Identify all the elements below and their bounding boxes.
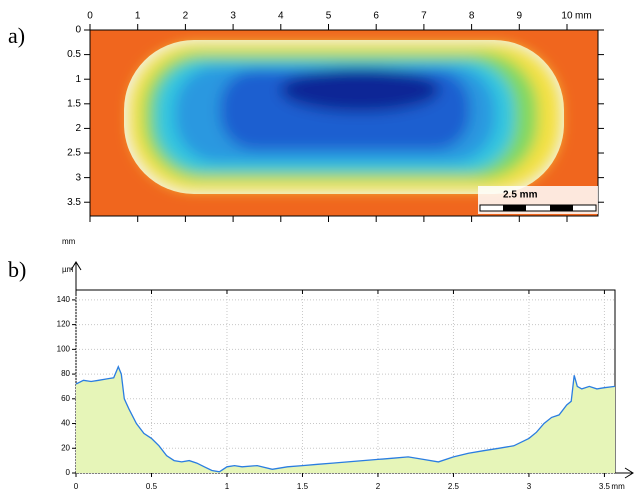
x-tick-label: 9 <box>517 11 523 22</box>
y-tick-label: 3 <box>75 172 81 183</box>
y-tick-label: 60 <box>61 394 70 403</box>
x-unit: mm <box>575 11 592 22</box>
panel-label: b) <box>8 257 26 282</box>
y-tick-label: 2.5 <box>67 148 81 159</box>
x-tick-label: 1 <box>135 11 141 22</box>
y-tick-label: 3.5 <box>67 197 81 208</box>
x-tick-label: 3.5 <box>599 482 611 491</box>
x-tick-label: 0.5 <box>146 482 158 491</box>
x-tick-label: 1 <box>225 482 230 491</box>
y-tick-label: 0.5 <box>67 49 81 60</box>
y-unit: µm <box>62 265 74 274</box>
profile-line <box>75 364 616 473</box>
y-tick-label: 80 <box>61 369 70 378</box>
height-map <box>90 30 598 216</box>
x-tick-label: 7 <box>421 11 427 22</box>
x-tick-label: 10 <box>561 11 573 22</box>
x-tick-label: 2 <box>376 482 381 491</box>
x-tick-label: 8 <box>469 11 475 22</box>
y-tick-label: 120 <box>57 320 71 329</box>
scale-bar-label: 2.5 mm <box>503 190 538 201</box>
y-tick-label: 0 <box>66 468 71 477</box>
x-tick-label: 2 <box>183 11 189 22</box>
panel-label: a) <box>8 23 25 48</box>
y-tick-label: 1.5 <box>67 98 81 109</box>
y-tick-label: 20 <box>61 443 70 452</box>
axis-arrows <box>70 261 634 479</box>
y-tick-label: 0 <box>75 25 81 36</box>
x-tick-label: 0 <box>74 482 79 491</box>
x-tick-label: 2.5 <box>448 482 460 491</box>
y-tick-label: 1 <box>75 74 81 85</box>
scale-bar <box>478 186 598 214</box>
x-tick-label: 6 <box>373 11 379 22</box>
y-tick-label: 40 <box>61 419 70 428</box>
x-tick-label: 0 <box>87 11 93 22</box>
x-tick-label: 3 <box>230 11 236 22</box>
area-fill <box>76 366 615 473</box>
x-unit: mm <box>611 482 625 491</box>
x-tick-label: 1.5 <box>297 482 309 491</box>
x-tick-label: 4 <box>278 11 284 22</box>
x-tick-label: 3 <box>527 482 532 491</box>
y-tick-label: 140 <box>57 295 71 304</box>
x-tick-label: 5 <box>326 11 332 22</box>
y-tick-label: 2 <box>75 123 81 134</box>
map-frame <box>89 29 599 217</box>
y-tick-label: 100 <box>57 344 71 353</box>
y-unit: mm <box>62 237 76 246</box>
